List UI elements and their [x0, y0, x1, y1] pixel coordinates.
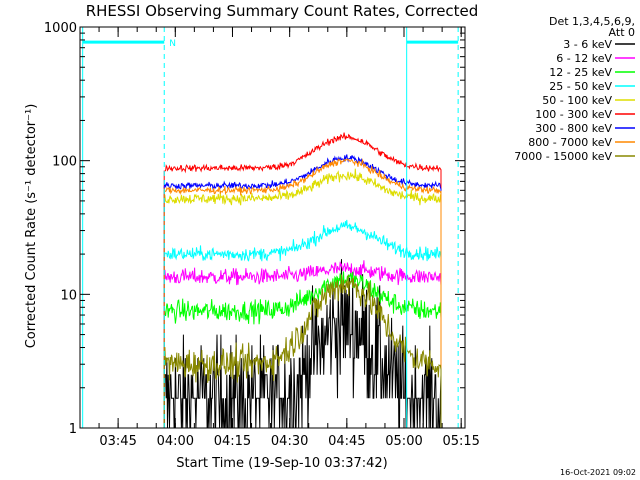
series-50-100kev: [163, 168, 442, 428]
legend-entry-label: 800 - 7000 keV: [528, 136, 612, 149]
series-12-25kev: [163, 271, 442, 428]
x-tick-label: 04:15: [214, 434, 251, 449]
axes: 1 10 100 1000 03:45 04:00 04:15 04:30 04:45 05:00…: [44, 21, 480, 449]
legend-header: Att 0: [609, 26, 635, 39]
series-7000-15000kev: [163, 274, 442, 428]
plot-area: N: [82, 27, 459, 429]
y-tick-label: 100: [52, 155, 77, 170]
legend-entry-label: 12 - 25 keV: [549, 66, 612, 79]
x-tick-label: 05:00: [385, 434, 422, 449]
y-tick-label: 1000: [44, 21, 77, 36]
x-tick-label: 03:45: [99, 434, 136, 449]
legend-entry-label: 6 - 12 keV: [556, 52, 612, 65]
legend-entry-label: 7000 - 15000 keV: [514, 150, 612, 163]
x-tick-label: 04:00: [157, 434, 194, 449]
footer-timestamp: 16-Oct-2021 09:02: [560, 468, 636, 477]
x-tick-label: 04:30: [271, 434, 308, 449]
legend-entry-label: 25 - 50 keV: [549, 80, 612, 93]
x-axis-label: Start Time (19-Sep-10 03:37:42): [176, 456, 387, 471]
series-100-300kev: [163, 132, 442, 428]
y-tick-label: 1: [69, 422, 77, 437]
legend-entry-label: 50 - 100 keV: [542, 94, 612, 107]
x-tick-label: 05:15: [442, 434, 479, 449]
legend-header: Det 1,3,4,5,6,9,: [549, 15, 635, 28]
series-6-12kev: [163, 260, 442, 428]
series-3-6kev: [163, 259, 442, 429]
plot-frame: [79, 26, 466, 429]
y-tick-label: 10: [60, 288, 77, 303]
chart-title: RHESSI Observing Summary Count Rates, Co…: [86, 2, 479, 20]
legend-entry-label: 3 - 6 keV: [563, 38, 612, 51]
y-axis-label: Corrected Count Rate (s⁻¹ detector⁻¹): [24, 104, 39, 349]
legend-entry-label: 100 - 300 keV: [535, 108, 612, 121]
series-800-7000kev: [163, 158, 442, 428]
x-tick-label: 04:45: [328, 434, 365, 449]
flag-label: N: [169, 39, 176, 49]
series-25-50kev: [163, 219, 442, 428]
legend-entry-label: 300 - 800 keV: [535, 122, 612, 135]
